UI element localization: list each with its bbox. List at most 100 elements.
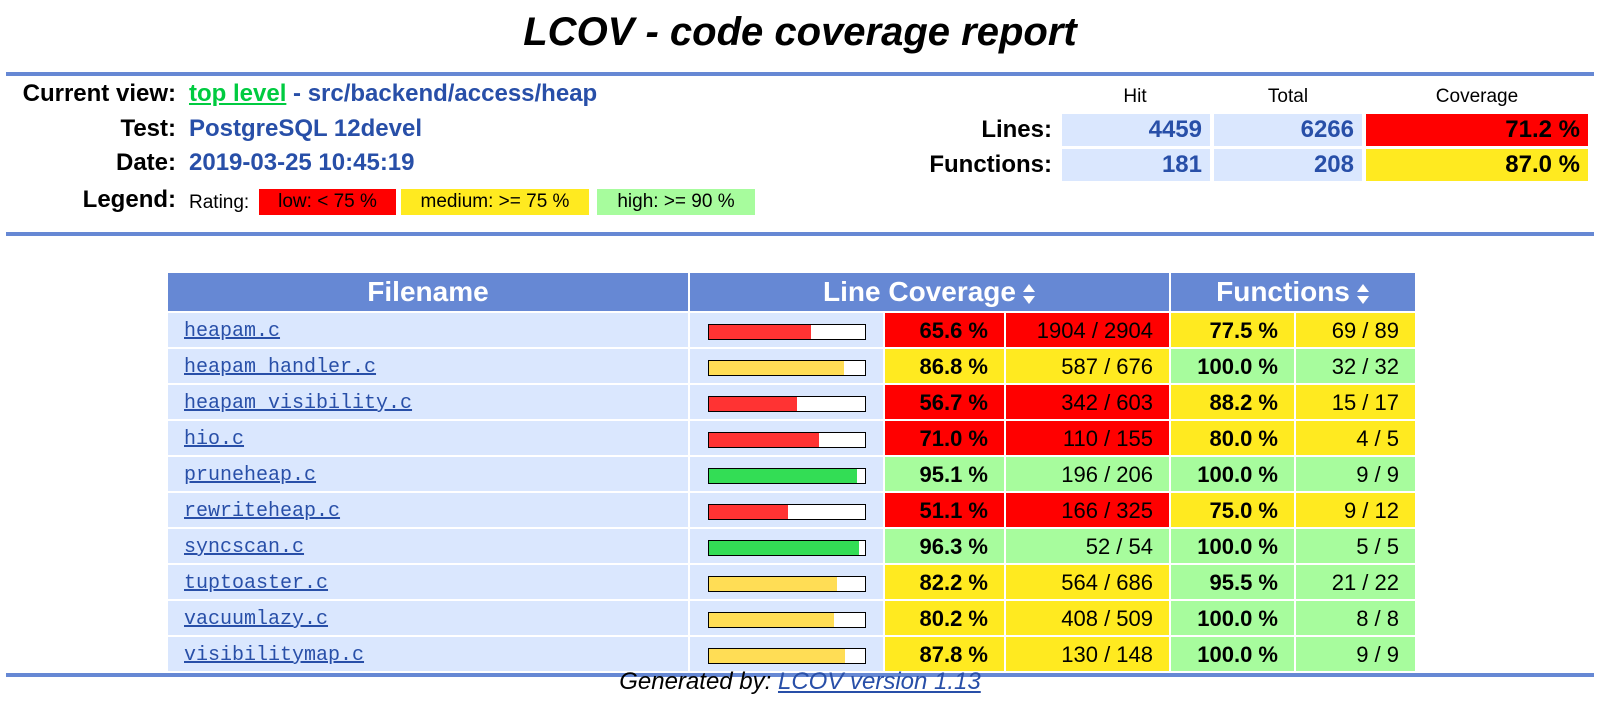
sort-icon[interactable] xyxy=(1356,283,1370,305)
col-filename-label: Filename xyxy=(367,276,489,307)
function-coverage-percent: 100.0 % xyxy=(1171,457,1294,491)
coverage-bar-cell xyxy=(690,421,883,455)
coverage-bar-cell xyxy=(690,529,883,563)
summary-col-coverage: Coverage xyxy=(1435,86,1519,107)
coverage-bar-cell xyxy=(690,601,883,635)
function-coverage-percent: 80.0 % xyxy=(1171,421,1294,455)
coverage-bar-fill xyxy=(708,396,797,411)
footer: Generated by: LCOV version 1.13 xyxy=(0,664,1600,700)
function-coverage-percent: 95.5 % xyxy=(1171,565,1294,599)
lcov-version-link[interactable]: LCOV version 1.13 xyxy=(777,668,981,695)
table-row: heapam_visibility.c 56.7 % 342 / 603 88.2 %… xyxy=(168,385,1415,419)
file-link[interactable]: tuptoaster.c xyxy=(184,572,329,595)
file-link[interactable]: rewriteheap.c xyxy=(184,500,341,523)
test-label: Test: xyxy=(120,115,176,142)
line-coverage-percent: 86.8 % xyxy=(885,349,1004,383)
legend-low: low: < 75 % xyxy=(259,189,396,215)
file-link[interactable]: heapam.c xyxy=(184,320,281,343)
col-functions[interactable]: Functions xyxy=(1171,273,1415,311)
coverage-bar-fill xyxy=(708,576,837,591)
function-coverage-count: 4 / 5 xyxy=(1296,421,1415,455)
line-coverage-count: 342 / 603 xyxy=(1006,385,1169,419)
filename-cell: pruneheap.c xyxy=(168,457,688,491)
table-row: syncscan.c 96.3 % 52 / 54 100.0 % 5 / 5 xyxy=(168,529,1415,563)
summary-col-total: Total xyxy=(1267,86,1309,107)
coverage-bar xyxy=(707,323,866,340)
file-link[interactable]: pruneheap.c xyxy=(184,464,317,487)
coverage-bar-cell xyxy=(690,385,883,419)
filename-cell: heapam.c xyxy=(168,313,688,347)
generated-by-label: Generated by: xyxy=(619,668,778,695)
summary-functions-total: 208 xyxy=(1214,149,1362,181)
filename-cell: rewriteheap.c xyxy=(168,493,688,527)
date-label: Date: xyxy=(115,149,176,176)
function-coverage-count: 5 / 5 xyxy=(1296,529,1415,563)
coverage-bar-cell xyxy=(690,457,883,491)
current-view-path: src/backend/access/heap xyxy=(307,80,598,107)
current-view-separator: - xyxy=(286,80,308,107)
coverage-bar xyxy=(707,575,866,592)
coverage-bar xyxy=(707,431,866,448)
file-rows: heapam.c 65.6 % 1904 / 2904 77.5 % 69 / 89 he… xyxy=(168,313,1415,671)
function-coverage-percent: 88.2 % xyxy=(1171,385,1294,419)
function-coverage-count: 8 / 8 xyxy=(1296,601,1415,635)
file-link[interactable]: heapam_visibility.c xyxy=(184,392,413,415)
sort-icon[interactable] xyxy=(1022,283,1036,305)
table-row: vacuumlazy.c 80.2 % 408 / 509 100.0 % 8 / 8 xyxy=(168,601,1415,635)
file-link[interactable]: heapam_handler.c xyxy=(184,356,377,379)
current-view-label: Current view: xyxy=(22,80,176,107)
coverage-bar-cell xyxy=(690,565,883,599)
header-divider-bottom xyxy=(6,232,1594,236)
table-row: pruneheap.c 95.1 % 196 / 206 100.0 % 9 / 9 xyxy=(168,457,1415,491)
summary-lines-total: 6266 xyxy=(1214,114,1362,146)
table-row: rewriteheap.c 51.1 % 166 / 325 75.0 % 9 / 12 xyxy=(168,493,1415,527)
line-coverage-count: 408 / 509 xyxy=(1006,601,1169,635)
function-coverage-percent: 77.5 % xyxy=(1171,313,1294,347)
coverage-bar xyxy=(707,467,866,484)
filename-cell: visibilitymap.c xyxy=(168,637,688,671)
line-coverage-count: 196 / 206 xyxy=(1006,457,1169,491)
col-line-coverage[interactable]: Line Coverage xyxy=(690,273,1169,311)
coverage-bar xyxy=(707,539,866,556)
file-link[interactable]: syncscan.c xyxy=(184,536,305,559)
function-coverage-percent: 100.0 % xyxy=(1171,637,1294,671)
line-coverage-percent: 82.2 % xyxy=(885,565,1004,599)
function-coverage-count: 9 / 9 xyxy=(1296,457,1415,491)
table-row: heapam_handler.c 86.8 % 587 / 676 100.0 % 32… xyxy=(168,349,1415,383)
coverage-bar-fill xyxy=(708,648,846,663)
footer-divider xyxy=(6,673,1594,677)
page-title: LCOV - code coverage report xyxy=(523,10,1077,54)
filename-cell: hio.c xyxy=(168,421,688,455)
legend-medium: medium: >= 75 % xyxy=(401,189,589,215)
file-link[interactable]: vacuumlazy.c xyxy=(184,608,329,631)
coverage-bar xyxy=(707,647,866,664)
line-coverage-percent: 87.8 % xyxy=(885,637,1004,671)
coverage-bar-fill xyxy=(708,504,789,519)
top-level-link[interactable]: top level xyxy=(189,80,287,107)
legend-label: Legend: xyxy=(82,186,176,213)
filename-cell: heapam_handler.c xyxy=(168,349,688,383)
col-line-coverage-label: Line Coverage xyxy=(823,276,1016,307)
function-coverage-count: 21 / 22 xyxy=(1296,565,1415,599)
coverage-bar xyxy=(707,359,866,376)
function-coverage-count: 9 / 9 xyxy=(1296,637,1415,671)
line-coverage-count: 1904 / 2904 xyxy=(1006,313,1169,347)
line-coverage-percent: 71.0 % xyxy=(885,421,1004,455)
table-row: tuptoaster.c 82.2 % 564 / 686 95.5 % 21 / 22 xyxy=(168,565,1415,599)
coverage-bar-fill xyxy=(708,360,844,375)
table-row: hio.c 71.0 % 110 / 155 80.0 % 4 / 5 xyxy=(168,421,1415,455)
file-link[interactable]: hio.c xyxy=(184,428,245,451)
coverage-bar-fill xyxy=(708,540,859,555)
summary-functions-coverage: 87.0 % xyxy=(1366,149,1588,181)
coverage-bar xyxy=(707,611,866,628)
summary-functions-label: Functions: xyxy=(929,151,1052,178)
coverage-bar-fill xyxy=(708,432,820,447)
coverage-bar-fill xyxy=(708,468,857,483)
line-coverage-percent: 51.1 % xyxy=(885,493,1004,527)
line-coverage-percent: 65.6 % xyxy=(885,313,1004,347)
line-coverage-count: 564 / 686 xyxy=(1006,565,1169,599)
function-coverage-count: 9 / 12 xyxy=(1296,493,1415,527)
function-coverage-count: 32 / 32 xyxy=(1296,349,1415,383)
function-coverage-count: 69 / 89 xyxy=(1296,313,1415,347)
file-link[interactable]: visibilitymap.c xyxy=(184,644,365,667)
